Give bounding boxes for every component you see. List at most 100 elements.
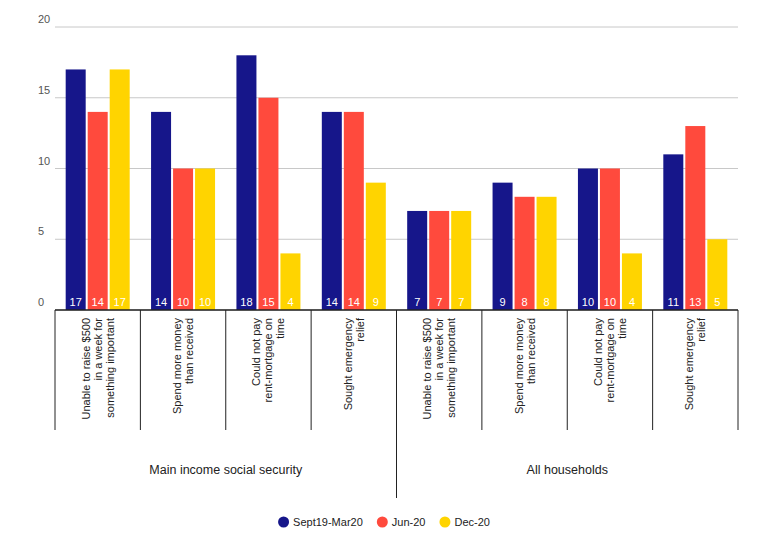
bar bbox=[622, 253, 642, 310]
bar bbox=[344, 112, 364, 310]
category-label-line: rent-mortgage on bbox=[262, 318, 274, 402]
data-label: 14 bbox=[348, 296, 360, 308]
category-label-line: Unable to raise $500 bbox=[80, 318, 92, 420]
data-labels: 17141814791011141015147810131710497845 bbox=[70, 296, 721, 308]
legend: Sept19-Mar20 Jun-20 Dec-20 bbox=[278, 516, 490, 528]
data-label: 10 bbox=[199, 296, 211, 308]
bar bbox=[258, 98, 278, 310]
category-label-line: Spend more money bbox=[513, 318, 525, 414]
category-label-line: relief bbox=[695, 317, 707, 342]
category-label: Spend more moneythan received bbox=[513, 318, 537, 414]
category-label: Sought emergencyrelief bbox=[342, 317, 366, 410]
category-label-line: time bbox=[616, 318, 628, 339]
category-label-line: in a week for bbox=[92, 318, 104, 381]
legend-label: Sept19-Mar20 bbox=[293, 516, 363, 528]
legend-swatch bbox=[278, 517, 289, 528]
data-label: 14 bbox=[92, 296, 104, 308]
category-label: Sought emergencyrelief bbox=[683, 317, 707, 410]
category-label-line: Sought emergency bbox=[683, 318, 695, 411]
bar bbox=[110, 69, 130, 310]
category-separator bbox=[567, 310, 568, 430]
data-label: 17 bbox=[70, 296, 82, 308]
category-separator bbox=[55, 310, 56, 430]
bar bbox=[493, 183, 513, 310]
category-label-line: something important bbox=[445, 318, 457, 418]
data-label: 14 bbox=[326, 296, 338, 308]
bar bbox=[685, 126, 705, 310]
bar bbox=[88, 112, 108, 310]
group-label: All households bbox=[527, 463, 608, 477]
category-label: Unable to raise $500in a week forsomethi… bbox=[421, 318, 457, 420]
category-label-line: than received bbox=[183, 318, 195, 384]
legend-swatch bbox=[439, 517, 450, 528]
chart: 0510152017141814791011141015147810131710… bbox=[0, 0, 768, 543]
bar bbox=[429, 211, 449, 310]
category-label-line: Could not pay bbox=[250, 318, 262, 386]
bar bbox=[707, 239, 727, 310]
legend-label: Dec-20 bbox=[454, 516, 489, 528]
category-label-line: time bbox=[274, 318, 286, 339]
bar bbox=[537, 197, 557, 310]
legend-label: Jun-20 bbox=[392, 516, 426, 528]
category-label: Spend more moneythan received bbox=[171, 318, 195, 414]
bar bbox=[366, 183, 386, 310]
bar bbox=[578, 169, 598, 311]
data-label: 9 bbox=[373, 296, 379, 308]
bar bbox=[66, 69, 86, 310]
category-label-line: Could not pay bbox=[592, 318, 604, 386]
category-label: Unable to raise $500in a week forsomethi… bbox=[80, 318, 116, 420]
data-label: 10 bbox=[177, 296, 189, 308]
data-label: 10 bbox=[604, 296, 616, 308]
category-separator bbox=[481, 310, 482, 430]
bar bbox=[407, 211, 427, 310]
data-label: 8 bbox=[544, 296, 550, 308]
data-label: 8 bbox=[522, 296, 528, 308]
bar bbox=[195, 169, 215, 311]
bar bbox=[151, 112, 171, 310]
category-separator bbox=[140, 310, 141, 430]
category-label-line: than received bbox=[525, 318, 537, 384]
category-separator bbox=[396, 310, 397, 498]
bar bbox=[515, 197, 535, 310]
data-label: 7 bbox=[436, 296, 442, 308]
bar bbox=[173, 169, 193, 311]
data-label: 11 bbox=[668, 296, 679, 308]
y-tick-label: 10 bbox=[38, 155, 50, 167]
category-label-line: rent-mortgage on bbox=[604, 318, 616, 402]
category-label-line: relief bbox=[354, 317, 366, 342]
category-label-line: Unable to raise $500 bbox=[421, 318, 433, 420]
bar bbox=[236, 55, 256, 310]
data-label: 10 bbox=[582, 296, 594, 308]
data-label: 5 bbox=[714, 296, 720, 308]
category-label-line: Sought emergency bbox=[342, 318, 354, 411]
data-label: 7 bbox=[414, 296, 420, 308]
category-separator bbox=[225, 310, 226, 430]
category-label: Could not payrent-mortgage ontime bbox=[592, 318, 628, 403]
grid-line bbox=[55, 97, 738, 98]
data-label: 14 bbox=[155, 296, 167, 308]
bar bbox=[663, 154, 683, 310]
category-label: Could not payrent-mortgage ontime bbox=[250, 318, 286, 403]
data-label: 9 bbox=[500, 296, 506, 308]
bar bbox=[451, 211, 471, 310]
category-label-line: in a week for bbox=[433, 318, 445, 381]
category-label-line: Spend more money bbox=[171, 318, 183, 414]
y-tick-label: 15 bbox=[38, 84, 50, 96]
data-label: 15 bbox=[262, 296, 274, 308]
category-separator bbox=[652, 310, 653, 430]
legend-swatch bbox=[377, 517, 388, 528]
data-label: 7 bbox=[458, 296, 464, 308]
y-tick-label: 5 bbox=[38, 225, 44, 237]
data-label: 4 bbox=[287, 296, 293, 308]
group-label: Main income social security bbox=[149, 463, 303, 477]
grid-line bbox=[55, 27, 738, 28]
y-tick-label: 20 bbox=[38, 13, 50, 25]
category-label-line: something important bbox=[104, 318, 116, 418]
bar bbox=[280, 253, 300, 310]
bar bbox=[322, 112, 342, 310]
bars bbox=[66, 55, 728, 310]
data-label: 4 bbox=[629, 296, 635, 308]
category-separator bbox=[311, 310, 312, 430]
data-label: 17 bbox=[114, 296, 126, 308]
y-tick-label: 0 bbox=[38, 296, 44, 308]
